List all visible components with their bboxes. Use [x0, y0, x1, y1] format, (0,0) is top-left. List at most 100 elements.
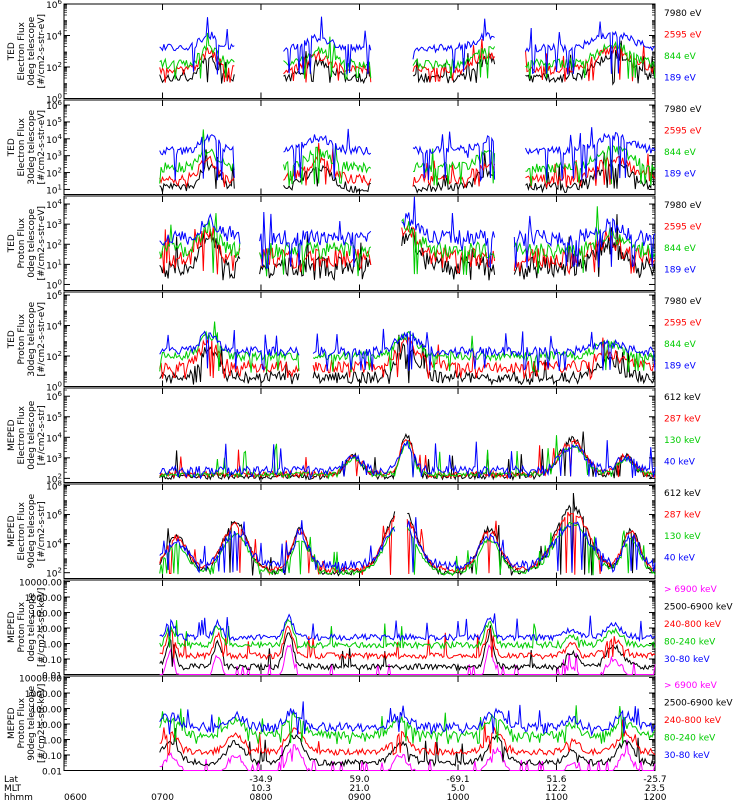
y-axis-label: 30deg telescope [27, 301, 37, 376]
y-tick-label: 100 [46, 381, 62, 394]
y-axis-label: [#/cm2-s-str-keV] [37, 588, 47, 667]
y-axis-label: Proton Flux [17, 217, 27, 268]
y-tick-label: 102 [46, 61, 62, 74]
y-tick-label: 102 [46, 350, 62, 363]
series-trace [159, 439, 656, 480]
panel-7: 0.01 0.10 1.00 10.00 100.00 1000.00 10000.00 ME… [7, 579, 733, 682]
legend-entry: 130 keV [664, 436, 701, 446]
legend-entry: 2500-6900 keV [664, 603, 733, 613]
y-axis-label: TED [7, 330, 17, 349]
legend-entry: 844 eV [664, 52, 697, 62]
y-tick-label: 1.00 [42, 641, 62, 651]
series-trace [159, 644, 656, 676]
y-tick-label: 1.00 [42, 737, 62, 747]
y-tick-label: 105 [46, 411, 62, 424]
legend-entry: 287 keV [664, 414, 701, 424]
series-trace [159, 625, 656, 661]
legend-entry: 7980 eV [664, 9, 702, 19]
panel-frame [63, 291, 656, 387]
mlt-tick-label: 12.2 [546, 784, 566, 794]
y-tick-label: 100 [46, 278, 62, 291]
y-tick-label: 106 [46, 509, 62, 522]
legend-entry: 240-800 keV [664, 620, 722, 630]
series-trace [159, 328, 656, 371]
panel-6: 102 104 106 108 MEPED Electron Flux 90deg tele… [7, 479, 701, 579]
panel-frame [63, 675, 656, 771]
y-axis-label: [#/cm2-s-str-keV] [37, 684, 47, 763]
legend-entry: 189 eV [664, 169, 697, 179]
y-axis-label: [#/cm2-s-str-eV] [37, 110, 47, 185]
legend-entry: 30-80 keV [664, 655, 710, 665]
legend-entry: 2500-6900 keV [664, 699, 733, 709]
series-trace [159, 705, 656, 745]
panel-2: 101 102 103 104 105 106 TED Electron Flux 30deg … [7, 99, 702, 196]
series-trace [159, 225, 656, 275]
y-tick-label: 102 [46, 167, 62, 180]
legend-entry: 612 keV [664, 393, 701, 403]
lat-tick-label: -34.9 [249, 775, 273, 785]
mlt-tick-label: 5.0 [451, 784, 466, 794]
y-axis-label: MEPED [7, 515, 17, 547]
panel-frame [63, 387, 656, 483]
legend-entry: 612 keV [664, 489, 701, 499]
legend-entry: 287 keV [664, 510, 701, 520]
legend-entry: 844 eV [664, 148, 697, 158]
hhmm-tick-label: 1200 [644, 793, 667, 800]
y-tick-label: 106 [46, 0, 62, 11]
lat-tick-label: 59.0 [349, 775, 369, 785]
y-tick-label: 103 [46, 452, 62, 465]
legend-entry: 189 eV [664, 361, 697, 371]
legend-entry: 7980 eV [664, 105, 702, 115]
legend-entry: 2595 eV [664, 126, 702, 136]
y-axis-label: Proton Flux [17, 313, 27, 364]
series-trace [159, 129, 656, 187]
y-axis-label: 0deg telescope [27, 592, 37, 662]
legend-entry: 40 keV [664, 553, 696, 563]
panel-frame [63, 579, 656, 675]
y-axis-label: [#/cm2-s-str-eV] [37, 14, 47, 89]
y-axis-label: [#/cm2-s-str] [37, 405, 47, 465]
y-axis-label: Electron Flux [17, 501, 27, 560]
legend-entry: 7980 eV [664, 201, 702, 211]
legend-entry: 2595 eV [664, 222, 702, 232]
y-axis-label: MEPED [7, 419, 17, 451]
legend-entry: 7980 eV [664, 297, 702, 307]
panel-3: 100 101 102 103 104 TED Proton Flux 0deg telesc… [7, 195, 702, 291]
series-trace [159, 739, 656, 772]
series-trace [159, 517, 656, 574]
panel-8: 0.01 0.10 1.00 10.00 100.00 1000.00 10000.00 ME… [7, 675, 733, 778]
y-axis-label: TED [7, 42, 17, 61]
legend-entry: > 6900 keV [664, 585, 718, 595]
legend-entry: 189 eV [664, 265, 697, 275]
series-trace [159, 206, 656, 277]
y-tick-label: 104 [46, 431, 62, 444]
series-trace [159, 32, 656, 80]
series-trace [159, 196, 656, 269]
time-axis-row-label: hhmm [4, 793, 33, 800]
y-tick-label: 101 [46, 183, 62, 196]
legend-entry: 80-240 keV [664, 734, 716, 744]
y-tick-label: 104 [46, 538, 62, 551]
y-tick-label: 106 [46, 289, 62, 302]
legend-entry: 30-80 keV [664, 751, 710, 761]
lat-tick-label: 51.6 [546, 775, 566, 785]
legend-entry: 130 keV [664, 532, 701, 542]
y-tick-label: 0.10 [42, 656, 62, 666]
y-axis-label: [#/cm2-s-str] [37, 501, 47, 561]
panel-1: 100 102 104 106 TED Electron Flux 0deg telesco… [7, 0, 702, 106]
y-tick-label: 101 [46, 258, 62, 271]
panel-5: 102 103 104 105 106 MEPED Electron Flux 0deg te… [7, 387, 701, 485]
series-trace [159, 613, 656, 643]
y-tick-label: 102 [46, 238, 62, 251]
y-tick-label: 104 [46, 133, 62, 146]
y-tick-label: 0.01 [42, 768, 62, 778]
series-trace [159, 127, 656, 183]
y-axis-label: Electron Flux [17, 21, 27, 80]
y-tick-label: 1000.00 [25, 594, 62, 604]
legend-entry: > 6900 keV [664, 681, 718, 691]
y-tick-label: 108 [46, 479, 62, 492]
legend-entry: 2595 eV [664, 318, 702, 328]
y-tick-label: 10000.00 [19, 579, 62, 589]
y-tick-label: 104 [46, 320, 62, 333]
series-trace [159, 16, 656, 75]
